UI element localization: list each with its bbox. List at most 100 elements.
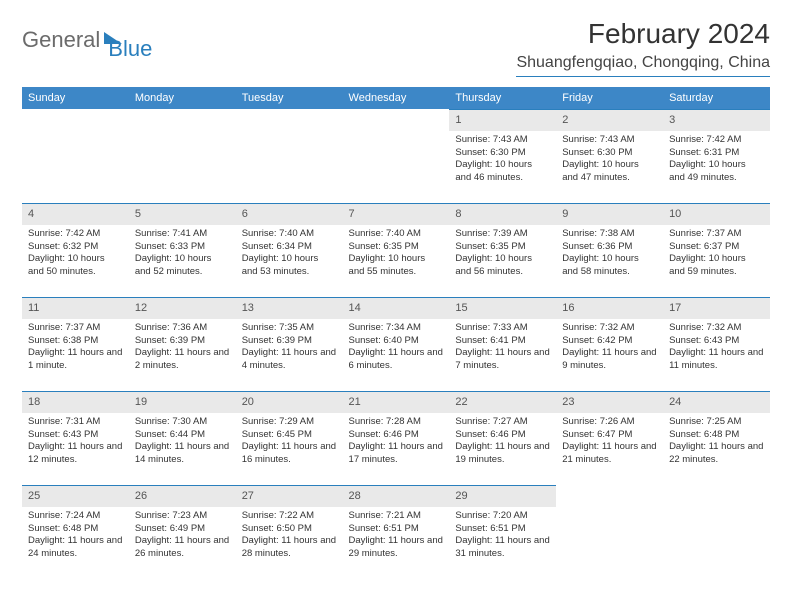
day-content: Sunrise: 7:28 AMSunset: 6:46 PMDaylight:…: [343, 413, 450, 471]
sunrise-line: Sunrise: 7:40 AM: [349, 228, 444, 241]
day-number: 2: [556, 109, 663, 131]
daylight-line: Daylight: 10 hours and 55 minutes.: [349, 253, 444, 279]
day-content: Sunrise: 7:35 AMSunset: 6:39 PMDaylight:…: [236, 319, 343, 377]
sunset-line: Sunset: 6:51 PM: [349, 523, 444, 536]
daylight-line: Daylight: 10 hours and 56 minutes.: [455, 253, 550, 279]
daylight-line: Daylight: 11 hours and 19 minutes.: [455, 441, 550, 467]
day-content: Sunrise: 7:40 AMSunset: 6:35 PMDaylight:…: [343, 225, 450, 283]
daylight-line: Daylight: 11 hours and 14 minutes.: [135, 441, 230, 467]
sunset-line: Sunset: 6:48 PM: [669, 429, 764, 442]
day-header: Thursday: [449, 87, 556, 109]
day-content: Sunrise: 7:27 AMSunset: 6:46 PMDaylight:…: [449, 413, 556, 471]
day-number: 4: [22, 203, 129, 225]
day-content: Sunrise: 7:42 AMSunset: 6:32 PMDaylight:…: [22, 225, 129, 283]
calendar-cell: 1Sunrise: 7:43 AMSunset: 6:30 PMDaylight…: [449, 109, 556, 203]
sunset-line: Sunset: 6:35 PM: [349, 241, 444, 254]
sunrise-line: Sunrise: 7:41 AM: [135, 228, 230, 241]
calendar-week-row: 25Sunrise: 7:24 AMSunset: 6:48 PMDayligh…: [22, 485, 770, 579]
daylight-line: Daylight: 10 hours and 58 minutes.: [562, 253, 657, 279]
daylight-line: Daylight: 11 hours and 28 minutes.: [242, 535, 337, 561]
day-number: 10: [663, 203, 770, 225]
sunset-line: Sunset: 6:36 PM: [562, 241, 657, 254]
day-number: 24: [663, 391, 770, 413]
day-content: Sunrise: 7:30 AMSunset: 6:44 PMDaylight:…: [129, 413, 236, 471]
daylight-line: Daylight: 10 hours and 59 minutes.: [669, 253, 764, 279]
calendar-cell: 6Sunrise: 7:40 AMSunset: 6:34 PMDaylight…: [236, 203, 343, 297]
day-number: 12: [129, 297, 236, 319]
calendar-cell: 27Sunrise: 7:22 AMSunset: 6:50 PMDayligh…: [236, 485, 343, 579]
calendar-cell: 25Sunrise: 7:24 AMSunset: 6:48 PMDayligh…: [22, 485, 129, 579]
day-content: Sunrise: 7:34 AMSunset: 6:40 PMDaylight:…: [343, 319, 450, 377]
sunset-line: Sunset: 6:32 PM: [28, 241, 123, 254]
sunset-line: Sunset: 6:46 PM: [349, 429, 444, 442]
day-content: Sunrise: 7:37 AMSunset: 6:37 PMDaylight:…: [663, 225, 770, 283]
day-number: 19: [129, 391, 236, 413]
sunrise-line: Sunrise: 7:23 AM: [135, 510, 230, 523]
day-number: 9: [556, 203, 663, 225]
daylight-line: Daylight: 11 hours and 16 minutes.: [242, 441, 337, 467]
daylight-line: Daylight: 11 hours and 21 minutes.: [562, 441, 657, 467]
logo: General Blue: [22, 18, 152, 62]
calendar-cell: 23Sunrise: 7:26 AMSunset: 6:47 PMDayligh…: [556, 391, 663, 485]
calendar-cell: [663, 485, 770, 579]
calendar-cell: 8Sunrise: 7:39 AMSunset: 6:35 PMDaylight…: [449, 203, 556, 297]
sunset-line: Sunset: 6:43 PM: [28, 429, 123, 442]
calendar-cell: 18Sunrise: 7:31 AMSunset: 6:43 PMDayligh…: [22, 391, 129, 485]
sunrise-line: Sunrise: 7:43 AM: [562, 134, 657, 147]
calendar-week-row: 18Sunrise: 7:31 AMSunset: 6:43 PMDayligh…: [22, 391, 770, 485]
calendar-cell: 4Sunrise: 7:42 AMSunset: 6:32 PMDaylight…: [22, 203, 129, 297]
calendar-table: SundayMondayTuesdayWednesdayThursdayFrid…: [22, 87, 770, 579]
calendar-cell: 17Sunrise: 7:32 AMSunset: 6:43 PMDayligh…: [663, 297, 770, 391]
day-content: Sunrise: 7:40 AMSunset: 6:34 PMDaylight:…: [236, 225, 343, 283]
day-header: Tuesday: [236, 87, 343, 109]
day-header: Monday: [129, 87, 236, 109]
calendar-cell: 5Sunrise: 7:41 AMSunset: 6:33 PMDaylight…: [129, 203, 236, 297]
sunrise-line: Sunrise: 7:22 AM: [242, 510, 337, 523]
daylight-line: Daylight: 11 hours and 7 minutes.: [455, 347, 550, 373]
sunrise-line: Sunrise: 7:33 AM: [455, 322, 550, 335]
day-number: 27: [236, 485, 343, 507]
calendar-cell: [236, 109, 343, 203]
day-number: 16: [556, 297, 663, 319]
calendar-cell: 24Sunrise: 7:25 AMSunset: 6:48 PMDayligh…: [663, 391, 770, 485]
day-content: Sunrise: 7:38 AMSunset: 6:36 PMDaylight:…: [556, 225, 663, 283]
sunset-line: Sunset: 6:31 PM: [669, 147, 764, 160]
day-number: 6: [236, 203, 343, 225]
calendar-cell: 22Sunrise: 7:27 AMSunset: 6:46 PMDayligh…: [449, 391, 556, 485]
day-number: 25: [22, 485, 129, 507]
sunset-line: Sunset: 6:39 PM: [242, 335, 337, 348]
sunset-line: Sunset: 6:37 PM: [669, 241, 764, 254]
calendar-cell: 11Sunrise: 7:37 AMSunset: 6:38 PMDayligh…: [22, 297, 129, 391]
sunrise-line: Sunrise: 7:35 AM: [242, 322, 337, 335]
sunrise-line: Sunrise: 7:42 AM: [669, 134, 764, 147]
sunset-line: Sunset: 6:40 PM: [349, 335, 444, 348]
sunset-line: Sunset: 6:45 PM: [242, 429, 337, 442]
sunset-line: Sunset: 6:35 PM: [455, 241, 550, 254]
daylight-line: Daylight: 10 hours and 50 minutes.: [28, 253, 123, 279]
calendar-cell: 14Sunrise: 7:34 AMSunset: 6:40 PMDayligh…: [343, 297, 450, 391]
daylight-line: Daylight: 11 hours and 29 minutes.: [349, 535, 444, 561]
sunset-line: Sunset: 6:41 PM: [455, 335, 550, 348]
day-header: Friday: [556, 87, 663, 109]
daylight-line: Daylight: 11 hours and 1 minute.: [28, 347, 123, 373]
sunset-line: Sunset: 6:43 PM: [669, 335, 764, 348]
calendar-cell: [129, 109, 236, 203]
sunset-line: Sunset: 6:33 PM: [135, 241, 230, 254]
sunset-line: Sunset: 6:34 PM: [242, 241, 337, 254]
sunrise-line: Sunrise: 7:32 AM: [562, 322, 657, 335]
day-number: 15: [449, 297, 556, 319]
daylight-line: Daylight: 10 hours and 49 minutes.: [669, 159, 764, 185]
calendar-cell: 16Sunrise: 7:32 AMSunset: 6:42 PMDayligh…: [556, 297, 663, 391]
calendar-week-row: 11Sunrise: 7:37 AMSunset: 6:38 PMDayligh…: [22, 297, 770, 391]
daylight-line: Daylight: 10 hours and 46 minutes.: [455, 159, 550, 185]
calendar-header-row: SundayMondayTuesdayWednesdayThursdayFrid…: [22, 87, 770, 109]
calendar-week-row: 1Sunrise: 7:43 AMSunset: 6:30 PMDaylight…: [22, 109, 770, 203]
sunrise-line: Sunrise: 7:40 AM: [242, 228, 337, 241]
day-content: Sunrise: 7:31 AMSunset: 6:43 PMDaylight:…: [22, 413, 129, 471]
sunset-line: Sunset: 6:47 PM: [562, 429, 657, 442]
day-content: Sunrise: 7:20 AMSunset: 6:51 PMDaylight:…: [449, 507, 556, 565]
day-number: 7: [343, 203, 450, 225]
sunrise-line: Sunrise: 7:34 AM: [349, 322, 444, 335]
sunrise-line: Sunrise: 7:37 AM: [28, 322, 123, 335]
daylight-line: Daylight: 11 hours and 26 minutes.: [135, 535, 230, 561]
